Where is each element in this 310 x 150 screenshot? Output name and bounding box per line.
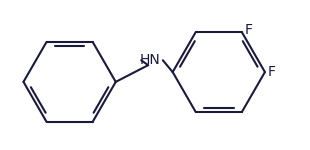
Text: F: F <box>268 65 276 79</box>
Text: HN: HN <box>140 53 161 67</box>
Text: F: F <box>245 23 253 37</box>
